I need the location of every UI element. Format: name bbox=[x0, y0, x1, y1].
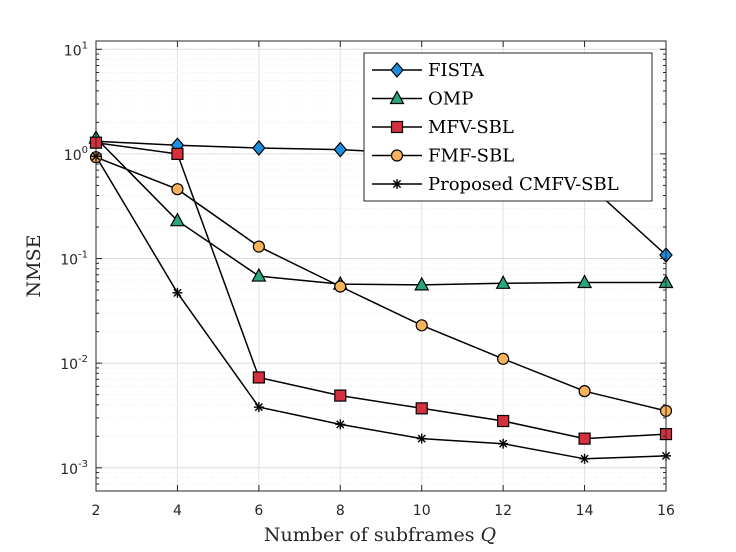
plot-frame bbox=[95, 40, 667, 492]
series-line-proposed-cmfv-sbl bbox=[95, 155, 667, 460]
data-point-proposed-cmfv-sbl bbox=[172, 287, 183, 298]
data-point-proposed-cmfv-sbl bbox=[253, 402, 264, 413]
x-tick-label: 2 bbox=[92, 503, 101, 519]
data-point-omp bbox=[251, 267, 267, 282]
series-line-omp bbox=[95, 137, 666, 286]
legend-marker-fmf-sbl bbox=[390, 149, 404, 162]
legend-marker-omp bbox=[389, 90, 405, 105]
series-line-fmf-sbl bbox=[95, 156, 667, 412]
data-point-fista bbox=[252, 140, 266, 156]
data-point-fmf-sbl bbox=[252, 240, 265, 253]
legend-label-omp: OMP bbox=[428, 89, 473, 110]
y-tick-label: 10-1 bbox=[60, 250, 88, 269]
legend-label-proposed-cmfv-sbl: Proposed CMFV-SBL bbox=[428, 174, 619, 195]
x-tick-label: 12 bbox=[494, 503, 512, 519]
data-point-mfv-sbl bbox=[334, 389, 347, 402]
tick-marks bbox=[95, 41, 667, 492]
y-tick-label: 100 bbox=[64, 145, 88, 164]
asterisk-stroke bbox=[499, 439, 508, 448]
data-point-mfv-sbl bbox=[497, 414, 510, 428]
legend-label-fista: FISTA bbox=[428, 60, 485, 81]
legend-marker-mfv-sbl bbox=[390, 120, 404, 134]
y-tick-label: 101 bbox=[64, 40, 88, 59]
data-point-fmf-sbl bbox=[334, 280, 347, 293]
asterisk-stroke bbox=[392, 179, 402, 189]
data-point-fmf-sbl bbox=[578, 385, 591, 398]
data-point-mfv-sbl bbox=[578, 432, 591, 445]
data-point-proposed-cmfv-sbl bbox=[335, 419, 346, 430]
data-point-omp bbox=[414, 276, 430, 291]
data-point-mfv-sbl bbox=[171, 147, 184, 161]
legend-marker-proposed-cmfv-sbl bbox=[392, 179, 402, 189]
asterisk-stroke bbox=[173, 288, 182, 297]
x-tick-label: 6 bbox=[254, 503, 263, 519]
data-point-omp bbox=[495, 275, 511, 289]
data-point-fmf-sbl bbox=[497, 352, 510, 365]
legend-label-fmf-sbl: FMF-SBL bbox=[428, 146, 514, 167]
y-axis-label: NMSE bbox=[23, 235, 45, 298]
data-point-omp bbox=[169, 212, 185, 227]
data-point-fmf-sbl bbox=[415, 319, 428, 332]
data-point-mfv-sbl bbox=[415, 402, 428, 415]
x-tick-label: 4 bbox=[173, 503, 182, 519]
x-tick-label: 10 bbox=[413, 503, 431, 519]
data-point-fmf-sbl bbox=[171, 183, 184, 196]
tick-labels: 2 4 6 8 10 12 14 16 10-3 10-2 10-1 100 101 bbox=[60, 40, 675, 519]
data-point-omp bbox=[577, 274, 593, 289]
x-tick-label: 14 bbox=[576, 503, 594, 519]
x-tick-label: 8 bbox=[336, 503, 345, 519]
data-point-proposed-cmfv-sbl bbox=[498, 438, 509, 449]
y-tick-label: 10-2 bbox=[60, 354, 88, 373]
asterisk-stroke bbox=[336, 420, 345, 429]
asterisk-stroke bbox=[417, 434, 426, 443]
legend: FISTA OMP MFV-SBL FMF-SBL Proposed CMFV-SBL bbox=[363, 52, 653, 202]
data-point-fista bbox=[333, 141, 348, 158]
legend-marker-fista bbox=[390, 62, 404, 78]
x-axis-label: Number of subframes Q bbox=[264, 524, 496, 546]
legend-label-mfv-sbl: MFV-SBL bbox=[428, 117, 514, 138]
x-tick-label: 16 bbox=[657, 503, 675, 519]
series-line-mfv-sbl bbox=[95, 141, 667, 440]
data-point-proposed-cmfv-sbl bbox=[579, 453, 590, 464]
asterisk-stroke bbox=[580, 454, 589, 463]
data-point-proposed-cmfv-sbl bbox=[416, 433, 427, 444]
asterisk-stroke bbox=[254, 403, 263, 412]
y-tick-label: 10-3 bbox=[60, 459, 88, 478]
data-point-mfv-sbl bbox=[252, 371, 265, 384]
